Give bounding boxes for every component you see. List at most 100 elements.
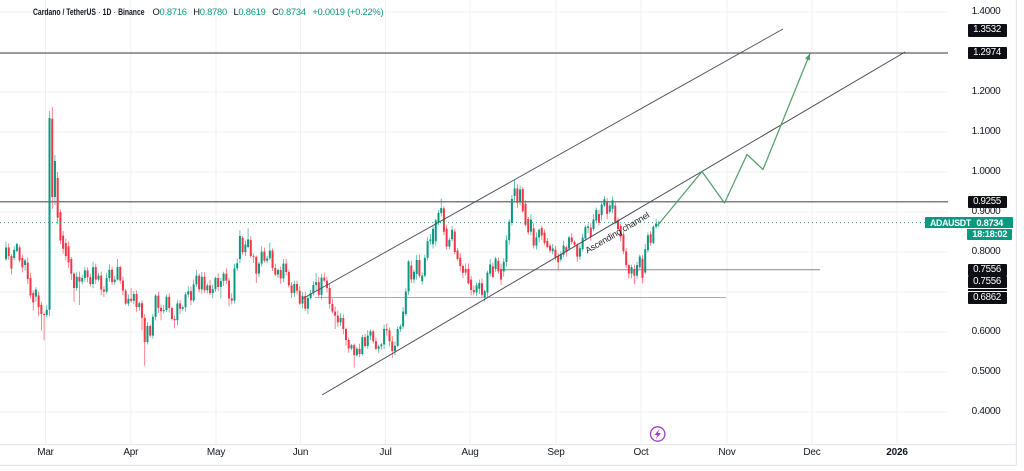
candle-body[interactable] xyxy=(448,239,451,247)
candle-body[interactable] xyxy=(203,276,206,291)
candle-body[interactable] xyxy=(619,225,622,237)
candle-body[interactable] xyxy=(491,266,494,277)
candle-body[interactable] xyxy=(34,289,37,297)
candle-body[interactable] xyxy=(184,294,187,308)
candle-body[interactable] xyxy=(135,294,138,307)
candle-body[interactable] xyxy=(189,291,192,301)
candle-body[interactable] xyxy=(578,248,581,257)
candle-body[interactable] xyxy=(489,264,492,274)
candle-body[interactable] xyxy=(461,266,464,273)
candle-body[interactable] xyxy=(551,248,554,252)
candle-body[interactable] xyxy=(151,316,154,336)
candle-body[interactable] xyxy=(339,318,342,323)
candle-body[interactable] xyxy=(78,276,81,282)
candle-body[interactable] xyxy=(434,220,437,242)
candle-body[interactable] xyxy=(173,319,176,321)
candle-body[interactable] xyxy=(320,277,323,295)
candle-body[interactable] xyxy=(70,259,73,274)
candle-body[interactable] xyxy=(40,304,43,315)
candle-body[interactable] xyxy=(467,269,470,284)
candle-body[interactable] xyxy=(568,237,571,249)
candle-body[interactable] xyxy=(157,295,160,308)
candle-body[interactable] xyxy=(192,284,195,301)
candle-body[interactable] xyxy=(233,268,236,301)
candle-body[interactable] xyxy=(170,308,173,319)
candle-body[interactable] xyxy=(608,205,611,212)
candle-body[interactable] xyxy=(317,282,320,295)
candle-body[interactable] xyxy=(206,285,209,291)
candle-body[interactable] xyxy=(494,258,497,269)
candle-body[interactable] xyxy=(141,303,143,318)
candle-body[interactable] xyxy=(500,269,503,280)
candle-body[interactable] xyxy=(557,256,560,263)
candle-body[interactable] xyxy=(505,240,508,262)
candle-body[interactable] xyxy=(396,329,399,346)
candle-body[interactable] xyxy=(18,247,21,261)
candle-body[interactable] xyxy=(633,269,636,276)
candle-body[interactable] xyxy=(225,273,228,281)
candle-body[interactable] xyxy=(636,265,639,276)
candle-body[interactable] xyxy=(576,244,579,257)
candle-body[interactable] xyxy=(244,244,247,253)
candle-body[interactable] xyxy=(549,245,551,251)
candle-body[interactable] xyxy=(519,189,522,202)
candle-body[interactable] xyxy=(293,284,296,293)
candle-body[interactable] xyxy=(113,279,116,282)
candle-body[interactable] xyxy=(64,243,67,256)
candle-body[interactable] xyxy=(595,209,598,221)
interval-label[interactable]: 1D xyxy=(102,6,112,17)
candle-body[interactable] xyxy=(13,249,16,258)
candle-body[interactable] xyxy=(442,208,445,232)
candle-body[interactable] xyxy=(388,330,391,342)
candle-body[interactable] xyxy=(336,315,339,323)
candle-body[interactable] xyxy=(649,234,652,243)
candle-body[interactable] xyxy=(89,277,92,284)
candle-body[interactable] xyxy=(587,226,590,228)
candle-body[interactable] xyxy=(217,278,220,287)
candle-body[interactable] xyxy=(421,275,424,282)
candle-body[interactable] xyxy=(97,275,100,280)
candle-body[interactable] xyxy=(617,220,619,229)
candle-body[interactable] xyxy=(402,311,405,327)
candle-body[interactable] xyxy=(211,289,214,293)
candle-body[interactable] xyxy=(45,309,48,316)
candle-body[interactable] xyxy=(391,341,394,352)
candle-body[interactable] xyxy=(364,337,367,346)
candle-body[interactable] xyxy=(410,265,413,280)
candle-body[interactable] xyxy=(470,279,473,290)
candle-body[interactable] xyxy=(304,296,307,309)
candle-body[interactable] xyxy=(127,298,130,304)
candle-body[interactable] xyxy=(372,331,375,342)
candle-body[interactable] xyxy=(423,257,426,276)
candle-body[interactable] xyxy=(630,267,633,274)
candle-body[interactable] xyxy=(296,284,299,291)
candle-body[interactable] xyxy=(527,219,530,233)
candle-body[interactable] xyxy=(529,219,532,232)
candle-body[interactable] xyxy=(271,250,274,268)
candle-body[interactable] xyxy=(59,212,62,241)
candle-body[interactable] xyxy=(418,260,421,276)
exchange-label[interactable]: Binance xyxy=(118,6,145,17)
candle-body[interactable] xyxy=(187,291,190,295)
candle-body[interactable] xyxy=(475,285,478,293)
candle-body[interactable] xyxy=(603,199,606,206)
candle-body[interactable] xyxy=(179,303,182,309)
candle-body[interactable] xyxy=(181,307,184,309)
candle-body[interactable] xyxy=(331,304,334,312)
candle-body[interactable] xyxy=(287,272,290,286)
candle-body[interactable] xyxy=(26,262,29,280)
candle-body[interactable] xyxy=(502,261,505,272)
candle-body[interactable] xyxy=(119,267,122,281)
candle-body[interactable] xyxy=(306,298,309,309)
candle-body[interactable] xyxy=(638,256,641,268)
candle-body[interactable] xyxy=(355,348,358,356)
candle-body[interactable] xyxy=(37,295,40,308)
candle-body[interactable] xyxy=(230,298,233,301)
candle-body[interactable] xyxy=(228,280,231,299)
candle-body[interactable] xyxy=(464,269,467,273)
candle-body[interactable] xyxy=(393,345,396,352)
candle-body[interactable] xyxy=(116,267,119,280)
candle-body[interactable] xyxy=(342,318,345,329)
candle-body[interactable] xyxy=(195,275,198,285)
